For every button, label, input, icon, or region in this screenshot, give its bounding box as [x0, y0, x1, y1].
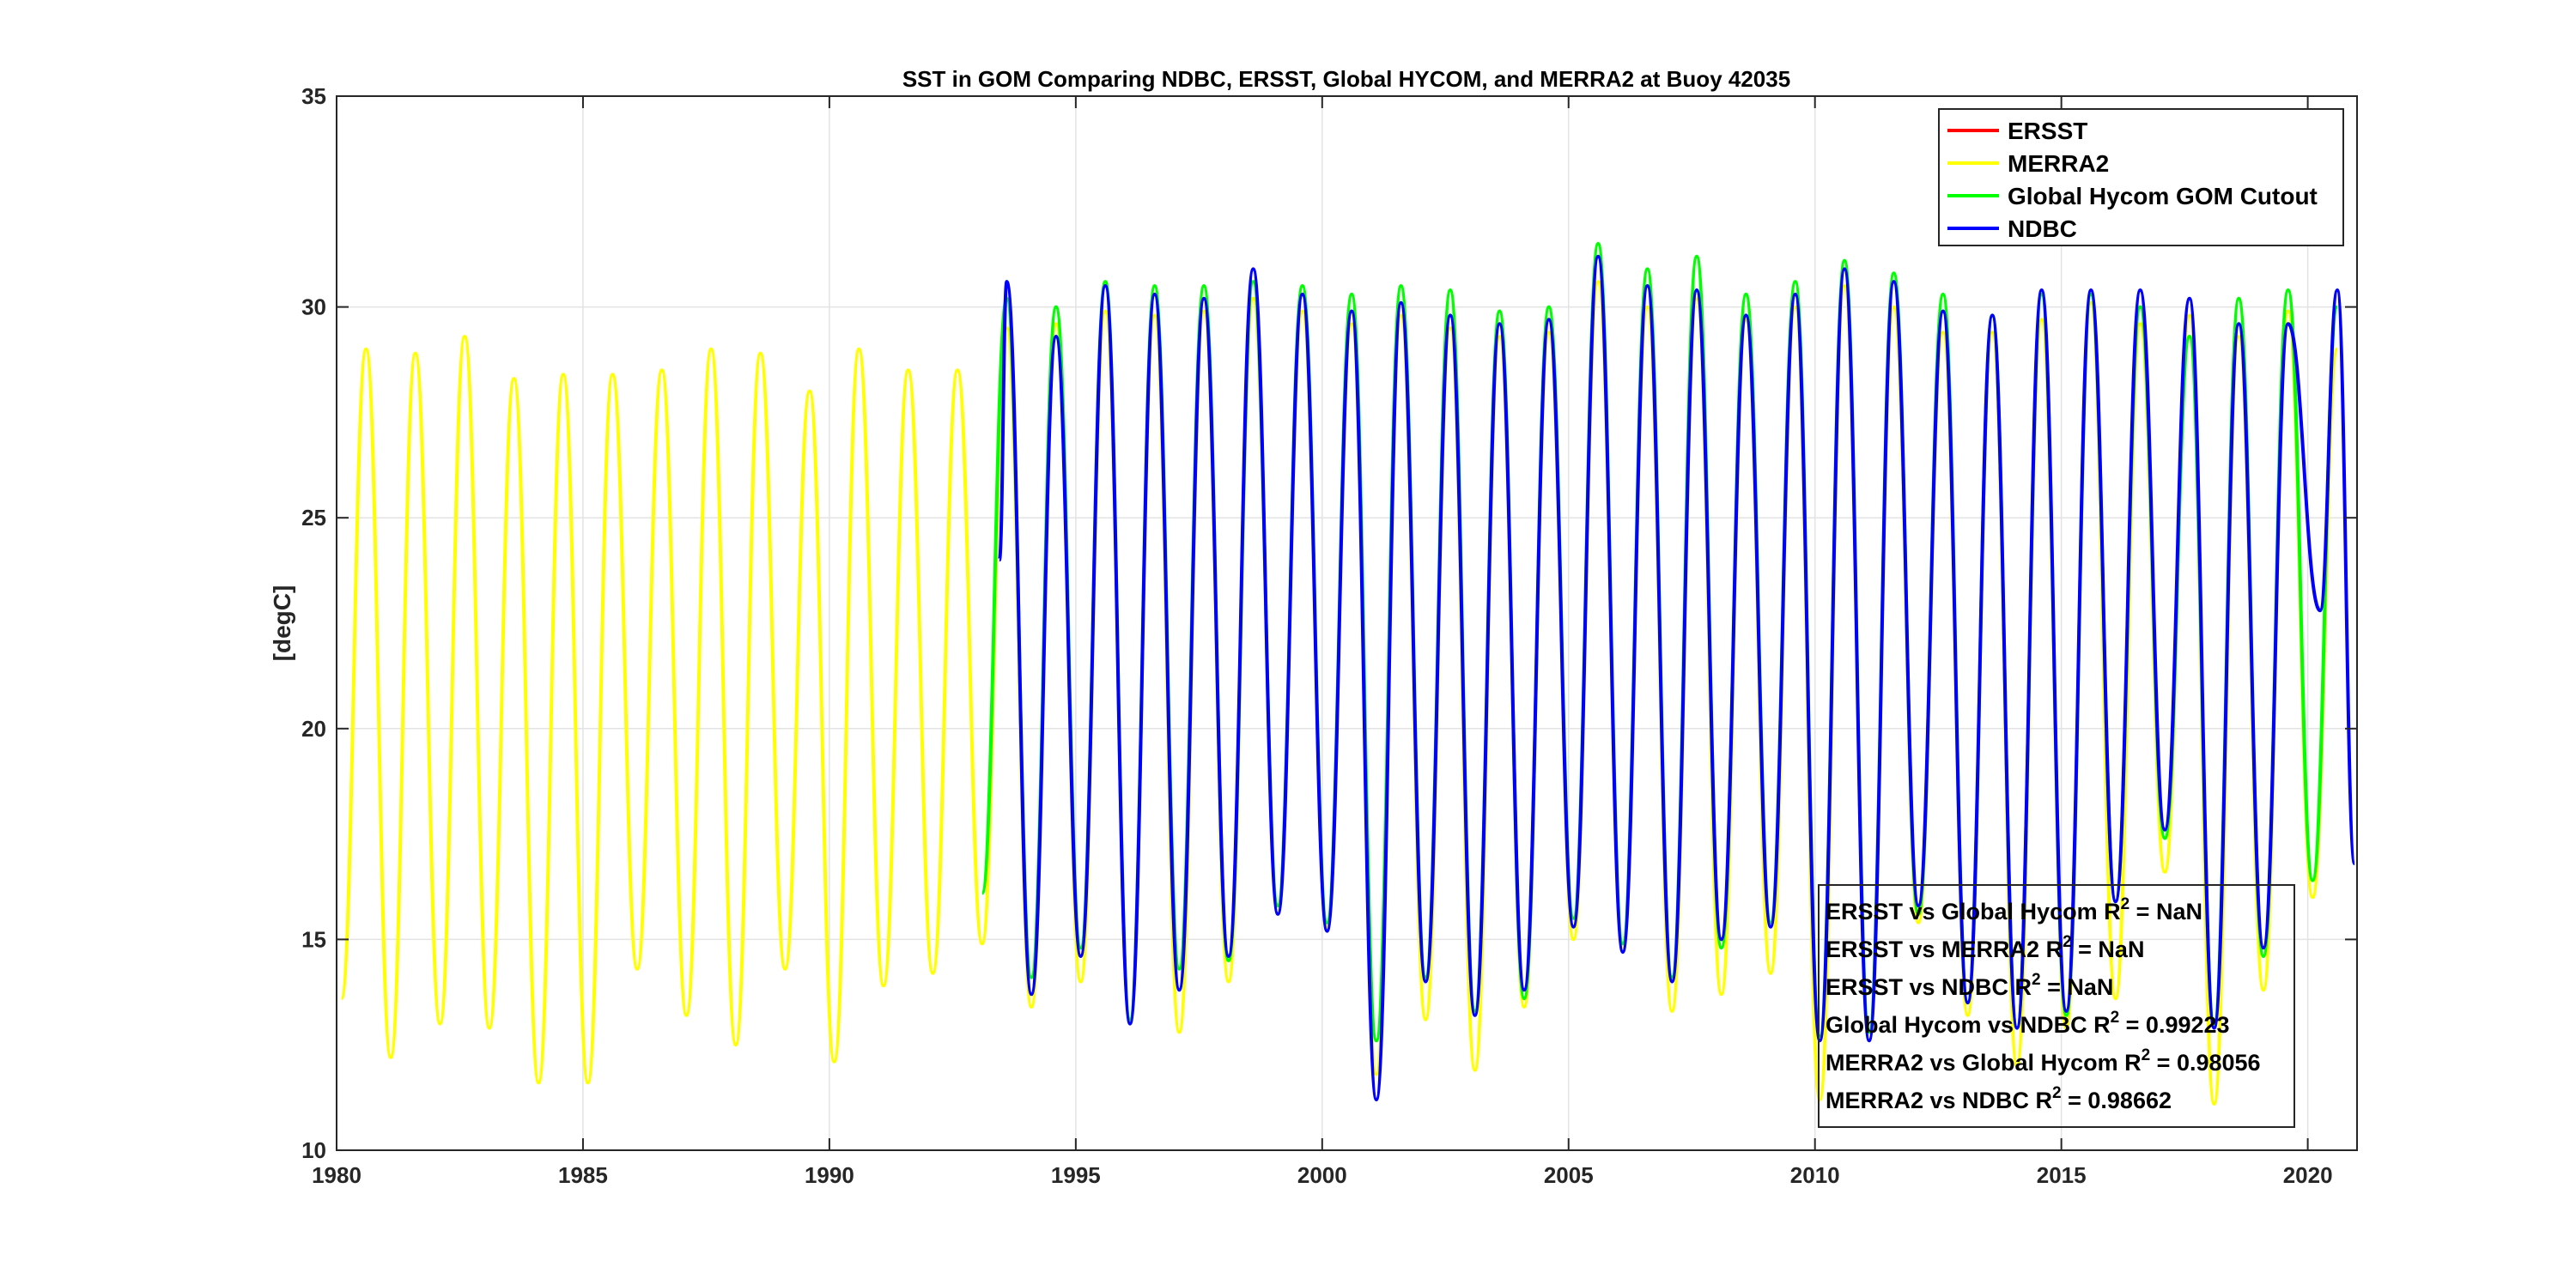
plot-border — [336, 95, 2358, 1151]
stat-line-superscript: 2 — [2121, 895, 2130, 913]
stat-line-superscript: 2 — [2032, 971, 2041, 989]
x-tick-label: 1985 — [558, 1162, 608, 1188]
stat-line-superscript: 2 — [2052, 1084, 2062, 1102]
stat-line-superscript: 2 — [2063, 933, 2072, 951]
y-tick-label: 25 — [301, 505, 326, 530]
stat-line-value: = 0.98056 — [2150, 1050, 2260, 1076]
legend-label-ersst: ERSST — [2008, 118, 2087, 144]
stats-box — [1818, 884, 2295, 1128]
stat-line-label: ERSST vs MERRA2 R — [1826, 937, 2063, 962]
stat-line-value: = 0.98662 — [2062, 1088, 2172, 1113]
stat-line-label: ERSST vs Global Hycom R — [1826, 899, 2121, 924]
stat-line: MERRA2 vs Global Hycom R2 = 0.98056 — [1826, 1046, 2261, 1076]
stat-line-value: = 0.99223 — [2119, 1012, 2229, 1038]
stat-line-superscript: 2 — [2142, 1046, 2151, 1064]
stat-line: ERSST vs MERRA2 R2 = NaN — [1826, 933, 2144, 962]
legend-label-ndbc: NDBC — [2008, 215, 2077, 242]
x-tick-label: 2000 — [1297, 1162, 1347, 1188]
y-tick-label: 30 — [301, 294, 326, 320]
x-tick-label: 2020 — [2283, 1162, 2333, 1188]
legend-label-merra2: MERRA2 — [2008, 150, 2109, 177]
stat-line: Global Hycom vs NDBC R2 = 0.99223 — [1826, 1009, 2230, 1038]
legend: ERSST MERRA2 Global Hycom GOM Cutout NDB… — [1938, 108, 2344, 246]
stat-line-value: = NaN — [2129, 899, 2202, 924]
y-tick-label: 35 — [301, 83, 326, 109]
stat-line-label: Global Hycom vs NDBC R — [1826, 1012, 2111, 1038]
stat-line: MERRA2 vs NDBC R2 = 0.98662 — [1826, 1084, 2172, 1113]
stat-line-label: MERRA2 vs NDBC R — [1826, 1088, 2052, 1113]
x-tick-label: 2015 — [2037, 1162, 2087, 1188]
series-line-ndbc — [997, 254, 2357, 1102]
stat-line: ERSST vs NDBC R2 = NaN — [1826, 971, 2113, 1000]
stat-line-superscript: 2 — [2111, 1009, 2120, 1027]
x-tick-label: 1990 — [805, 1162, 854, 1188]
x-tick-label: 2010 — [1790, 1162, 1840, 1188]
y-tick-label: 20 — [301, 716, 326, 742]
stat-line-value: = NaN — [2041, 974, 2114, 1000]
legend-label-hycom: Global Hycom GOM Cutout — [2008, 183, 2318, 209]
series-lines — [339, 241, 2357, 1106]
stat-line-value: = NaN — [2072, 937, 2145, 962]
stat-line-label: MERRA2 vs Global Hycom R — [1826, 1050, 2142, 1076]
stat-line: ERSST vs Global Hycom R2 = NaN — [1826, 895, 2202, 924]
x-tick-label: 2005 — [1544, 1162, 1594, 1188]
axis-ticks: 1980 1985 1990 1995 2000 2005 2010 2015 2020 10 15… — [301, 83, 2357, 1188]
legend-box — [1938, 108, 2344, 246]
x-tick-label: 1995 — [1051, 1162, 1101, 1188]
y-tick-label: 10 — [301, 1137, 326, 1163]
y-axis-label: [degC] — [269, 585, 295, 662]
x-tick-label: 1980 — [312, 1162, 361, 1188]
chart-title: SST in GOM Comparing NDBC, ERSST, Global… — [902, 66, 1790, 92]
y-tick-label: 15 — [301, 926, 326, 952]
stat-line-label: ERSST vs NDBC R — [1826, 974, 2032, 1000]
